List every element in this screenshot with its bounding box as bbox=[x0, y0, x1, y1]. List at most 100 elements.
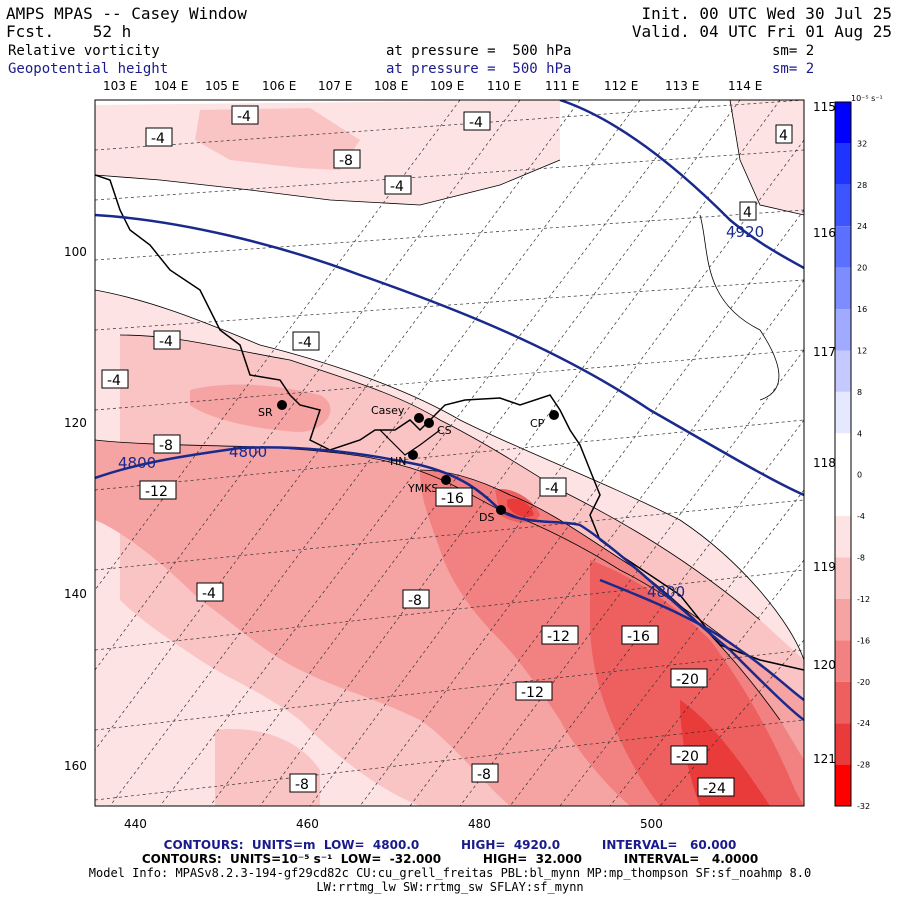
svg-text:-20: -20 bbox=[676, 749, 699, 765]
colorbar-tick-label: -16 bbox=[857, 636, 870, 645]
colorbar-tick-label: 32 bbox=[857, 139, 867, 148]
station-label: HN bbox=[390, 455, 407, 468]
axis-label: 140 bbox=[64, 587, 87, 601]
station-label: DS bbox=[479, 511, 494, 524]
svg-text:-4: -4 bbox=[159, 334, 173, 350]
svg-text:-8: -8 bbox=[339, 153, 353, 169]
colorbar-swatch bbox=[835, 184, 851, 227]
colorbar-tick-label: -20 bbox=[857, 678, 870, 687]
field2-level: at pressure = 500 hPa bbox=[386, 61, 572, 77]
contour-label: -12 bbox=[139, 480, 177, 500]
forecast-hour: Fcst. 52 h bbox=[6, 22, 132, 41]
svg-text:-16: -16 bbox=[627, 629, 650, 645]
svg-text:-4: -4 bbox=[107, 373, 121, 389]
station-label: YMKS bbox=[407, 482, 438, 495]
geopotential-height-contours bbox=[95, 100, 804, 722]
plot-frame bbox=[94, 99, 805, 807]
contour-label: 4 bbox=[739, 201, 757, 221]
contour-label: -20 bbox=[670, 668, 708, 688]
station-marker bbox=[414, 413, 424, 423]
contour-label: -16 bbox=[435, 487, 473, 507]
station-label: Casey bbox=[371, 404, 405, 417]
contour-label: -20 bbox=[670, 745, 708, 765]
colorbar: 32 28 24 20 16 12 8 4 0 -4 -8 -12 -16 -20 -24 -28 -32 bbox=[834, 101, 870, 811]
colorbar-tick-label: -8 bbox=[857, 554, 865, 563]
height-label: 4920 bbox=[726, 223, 764, 241]
contour-label: -4 bbox=[196, 582, 224, 602]
svg-text:-4: -4 bbox=[469, 115, 483, 131]
model-title: AMPS MPAS -- Casey Window bbox=[6, 4, 247, 23]
station-marker bbox=[277, 400, 287, 410]
colorbar-swatch bbox=[835, 598, 851, 641]
contour-label: -8 bbox=[471, 763, 499, 783]
lon-label: 103 E bbox=[103, 79, 137, 93]
colorbar-tick-label: 12 bbox=[857, 346, 867, 355]
colorbar-tick-label: -24 bbox=[857, 719, 870, 728]
contour-label: -4 bbox=[539, 477, 567, 497]
station-markers bbox=[277, 400, 559, 515]
contour-label: -12 bbox=[541, 625, 579, 645]
lon-label: 108 E bbox=[374, 79, 408, 93]
lon-label: 112 E bbox=[604, 79, 638, 93]
svg-text:-4: -4 bbox=[202, 586, 216, 602]
colorbar-swatch bbox=[835, 102, 851, 144]
station-label: CP bbox=[530, 417, 545, 430]
colorbar-swatch bbox=[835, 474, 851, 517]
svg-text:-4: -4 bbox=[390, 179, 404, 195]
colorbar-swatch bbox=[835, 640, 851, 682]
valid-time: Valid. 04 UTC Fri 01 Aug 25 bbox=[631, 22, 892, 41]
lon-label: 105 E bbox=[205, 79, 239, 93]
contour-label: -4 bbox=[463, 111, 491, 131]
lon-label: 114 E bbox=[728, 79, 762, 93]
axis-label: 120 bbox=[64, 416, 87, 430]
svg-text:-8: -8 bbox=[295, 777, 309, 793]
contour-label: -8 bbox=[402, 589, 430, 609]
svg-text:-8: -8 bbox=[477, 767, 491, 783]
station-marker bbox=[549, 410, 559, 420]
svg-text:-12: -12 bbox=[547, 629, 570, 645]
contour-label: -4 bbox=[384, 175, 412, 195]
svg-text:-8: -8 bbox=[408, 593, 422, 609]
station-marker bbox=[441, 475, 451, 485]
lon-label: 113 E bbox=[665, 79, 699, 93]
colorbar-tick-label: 24 bbox=[857, 222, 867, 231]
axis-label: 500 bbox=[640, 817, 663, 831]
axis-label: 160 bbox=[64, 759, 87, 773]
left-axis-labels: 100 120 140 160 bbox=[64, 245, 87, 773]
colorbar-swatch bbox=[835, 557, 851, 599]
field1-level: at pressure = 500 hPa bbox=[386, 43, 572, 59]
colorbar-tick-label: -4 bbox=[857, 512, 865, 521]
footer-height-contours: CONTOURS: UNITS=m LOW= 4800.0 HIGH= 4920… bbox=[163, 838, 737, 852]
field2-name: Geopotential height bbox=[8, 61, 169, 77]
colorbar-swatch bbox=[835, 309, 851, 351]
height-label: 4800 bbox=[229, 443, 267, 461]
station-marker bbox=[424, 418, 434, 428]
field1-name: Relative vorticity bbox=[8, 43, 160, 59]
contour-label: -4 bbox=[101, 369, 129, 389]
colorbar-unit: 10⁻⁵ s⁻¹ bbox=[851, 94, 883, 103]
contour-label: -8 bbox=[153, 434, 181, 454]
station-labels: SR Casey CS HN CP YMKS DS bbox=[258, 404, 545, 524]
footer-model-info-2: LW:rrtmg_lw SW:rrtmg_sw SFLAY:sf_mynn bbox=[316, 880, 584, 894]
contour-label: -4 bbox=[231, 105, 259, 125]
contour-label: -16 bbox=[621, 625, 659, 645]
svg-text:-12: -12 bbox=[521, 685, 544, 701]
footer-model-info: Model Info: MPASv8.2.3-194-gf29cd82c CU:… bbox=[88, 866, 812, 880]
height-contour-labels: 4920 4800 4800 4800 bbox=[118, 223, 764, 601]
contour-label: -8 bbox=[333, 149, 361, 169]
station-marker bbox=[496, 505, 506, 515]
colorbar-swatch bbox=[835, 226, 851, 268]
axis-label: 100 bbox=[64, 245, 87, 259]
colorbar-swatch bbox=[835, 391, 851, 434]
colorbar-tick-label: -32 bbox=[857, 802, 870, 811]
field1-smoothing: sm= 2 bbox=[772, 43, 815, 59]
height-label: 4800 bbox=[647, 583, 685, 601]
svg-text:-4: -4 bbox=[151, 131, 165, 147]
svg-text:-24: -24 bbox=[703, 781, 726, 797]
contour-label: -4 bbox=[153, 330, 181, 350]
contour-label: -4 bbox=[292, 331, 320, 351]
svg-text:-12: -12 bbox=[145, 484, 168, 500]
colorbar-tick-label: 28 bbox=[857, 181, 867, 190]
svg-text:4: 4 bbox=[743, 205, 752, 221]
